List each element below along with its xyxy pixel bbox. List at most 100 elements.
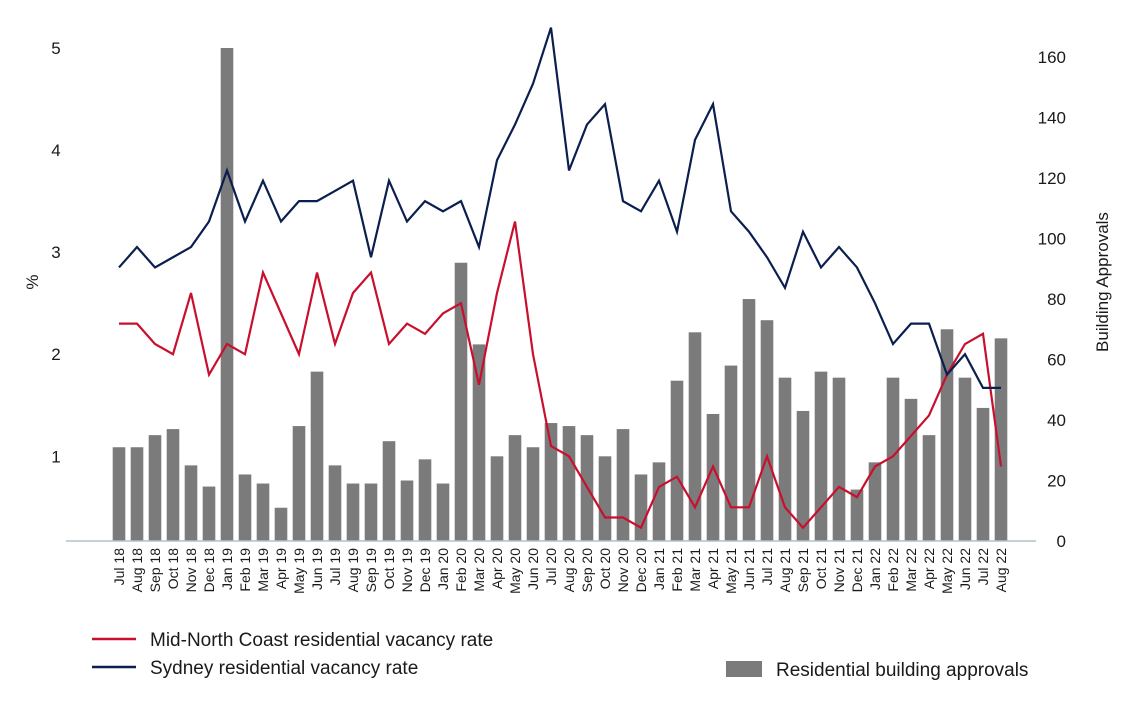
right-tick-label: 100 xyxy=(1038,230,1066,249)
x-tick-label: Feb 21 xyxy=(669,548,685,592)
bar-jul-18 xyxy=(112,447,126,541)
bar-mar-21 xyxy=(688,332,702,541)
bar-jul-21 xyxy=(760,320,774,541)
x-tick-label: Sep 19 xyxy=(363,548,379,593)
x-tick-label: Dec 18 xyxy=(201,548,217,593)
bar-jan-19 xyxy=(220,48,234,541)
x-tick-label: May 20 xyxy=(507,548,523,594)
bar-jan-20 xyxy=(436,483,450,541)
right-axis-title: Building Approvals xyxy=(1093,212,1112,352)
bar-mar-19 xyxy=(256,483,270,541)
x-tick-label: Nov 20 xyxy=(615,548,631,593)
x-tick-label: Oct 19 xyxy=(381,548,397,589)
x-tick-label: Jul 20 xyxy=(543,548,559,586)
x-tick-label: Jan 19 xyxy=(219,548,235,590)
x-tick-label: Mar 19 xyxy=(255,548,271,592)
left-tick-label: 2 xyxy=(51,345,60,364)
bar-jul-22 xyxy=(976,407,990,541)
bar-oct-20 xyxy=(598,456,612,541)
x-tick-label: May 19 xyxy=(291,548,307,594)
right-tick-label: 120 xyxy=(1038,169,1066,188)
x-tick-label: May 22 xyxy=(939,548,955,594)
bar-nov-21 xyxy=(832,377,846,541)
bar-jan-22 xyxy=(868,462,882,541)
left-axis-ticks: 1 2 3 4 5 xyxy=(51,39,60,466)
left-tick-label: 1 xyxy=(51,447,60,466)
x-tick-label: Jan 20 xyxy=(435,548,451,590)
x-tick-label: Dec 21 xyxy=(849,548,865,593)
left-axis-title: % xyxy=(23,274,42,289)
legend-label-sydney: Sydney residential vacancy rate xyxy=(150,658,418,679)
x-tick-label: Feb 19 xyxy=(237,548,253,592)
x-tick-label: Mar 20 xyxy=(471,548,487,592)
x-tick-label: Mar 22 xyxy=(903,548,919,592)
bar-nov-18 xyxy=(184,465,198,541)
bar-apr-19 xyxy=(274,507,288,541)
x-tick-label: Aug 21 xyxy=(777,548,793,593)
bar-nov-19 xyxy=(400,480,414,541)
legend-swatch-building-approvals xyxy=(726,661,762,677)
bar-sep-21 xyxy=(796,410,810,541)
x-tick-label: Mar 21 xyxy=(687,548,703,592)
x-tick-label: Sep 20 xyxy=(579,548,595,593)
left-tick-label: 5 xyxy=(51,39,60,58)
bar-nov-20 xyxy=(616,429,630,541)
bar-apr-21 xyxy=(706,413,720,541)
right-tick-label: 0 xyxy=(1057,532,1066,551)
bar-series-building-approvals xyxy=(112,48,1008,541)
x-tick-label: Aug 22 xyxy=(993,548,1009,593)
bar-aug-18 xyxy=(130,447,144,541)
line-sydney-vacancy-rate xyxy=(118,27,1001,389)
x-tick-label: Feb 22 xyxy=(885,548,901,592)
x-tick-label: Apr 19 xyxy=(273,548,289,589)
bar-may-19 xyxy=(292,426,306,541)
x-axis-ticks: Jul 18 Aug 18 Sep 18 Oct 18 Nov 18 Dec 18 Jan … xyxy=(111,548,1009,594)
x-tick-label: Nov 21 xyxy=(831,548,847,593)
left-tick-label: 3 xyxy=(51,243,60,262)
x-tick-label: Aug 18 xyxy=(129,548,145,593)
x-tick-label: Feb 20 xyxy=(453,548,469,592)
bar-dec-20 xyxy=(634,474,648,541)
bar-aug-19 xyxy=(346,483,360,541)
bar-jun-21 xyxy=(742,299,756,541)
bar-apr-20 xyxy=(490,456,504,541)
bar-jul-19 xyxy=(328,465,342,541)
bar-jun-22 xyxy=(958,377,972,541)
right-tick-label: 60 xyxy=(1047,351,1066,370)
bar-aug-21 xyxy=(778,377,792,541)
x-tick-label: May 21 xyxy=(723,548,739,594)
x-tick-label: Jan 21 xyxy=(651,548,667,590)
bar-may-21 xyxy=(724,365,738,541)
bar-jul-20 xyxy=(544,423,558,541)
x-tick-label: Dec 20 xyxy=(633,548,649,593)
x-tick-label: Sep 21 xyxy=(795,548,811,593)
x-tick-label: Jul 22 xyxy=(975,548,991,586)
x-tick-label: Jun 22 xyxy=(957,548,973,590)
right-tick-label: 20 xyxy=(1047,472,1066,491)
bar-oct-19 xyxy=(382,441,396,541)
right-tick-label: 160 xyxy=(1038,48,1066,67)
legend-label-mid-north-coast: Mid-North Coast residential vacancy rate xyxy=(150,630,493,651)
x-tick-label: Oct 20 xyxy=(597,548,613,589)
x-tick-label: Jul 21 xyxy=(759,548,775,586)
bar-dec-18 xyxy=(202,486,216,541)
bar-dec-21 xyxy=(850,489,864,541)
legend: Mid-North Coast residential vacancy rate… xyxy=(92,630,1028,681)
x-tick-label: Oct 21 xyxy=(813,548,829,589)
line-mid-north-coast-vacancy-rate xyxy=(119,221,1003,530)
bar-feb-20 xyxy=(454,262,468,541)
x-tick-label: Apr 20 xyxy=(489,548,505,589)
right-tick-label: 80 xyxy=(1047,290,1066,309)
bar-oct-21 xyxy=(814,371,828,541)
bar-sep-19 xyxy=(364,483,378,541)
right-tick-label: 40 xyxy=(1047,411,1066,430)
x-tick-label: Aug 20 xyxy=(561,548,577,593)
x-tick-label: Nov 19 xyxy=(399,548,415,593)
x-tick-label: Apr 21 xyxy=(705,548,721,589)
bar-apr-22 xyxy=(922,435,936,541)
x-tick-label: Jul 18 xyxy=(111,548,127,586)
legend-label-building-approvals: Residential building approvals xyxy=(776,660,1028,681)
x-tick-label: Dec 19 xyxy=(417,548,433,593)
bar-jun-19 xyxy=(310,371,324,541)
